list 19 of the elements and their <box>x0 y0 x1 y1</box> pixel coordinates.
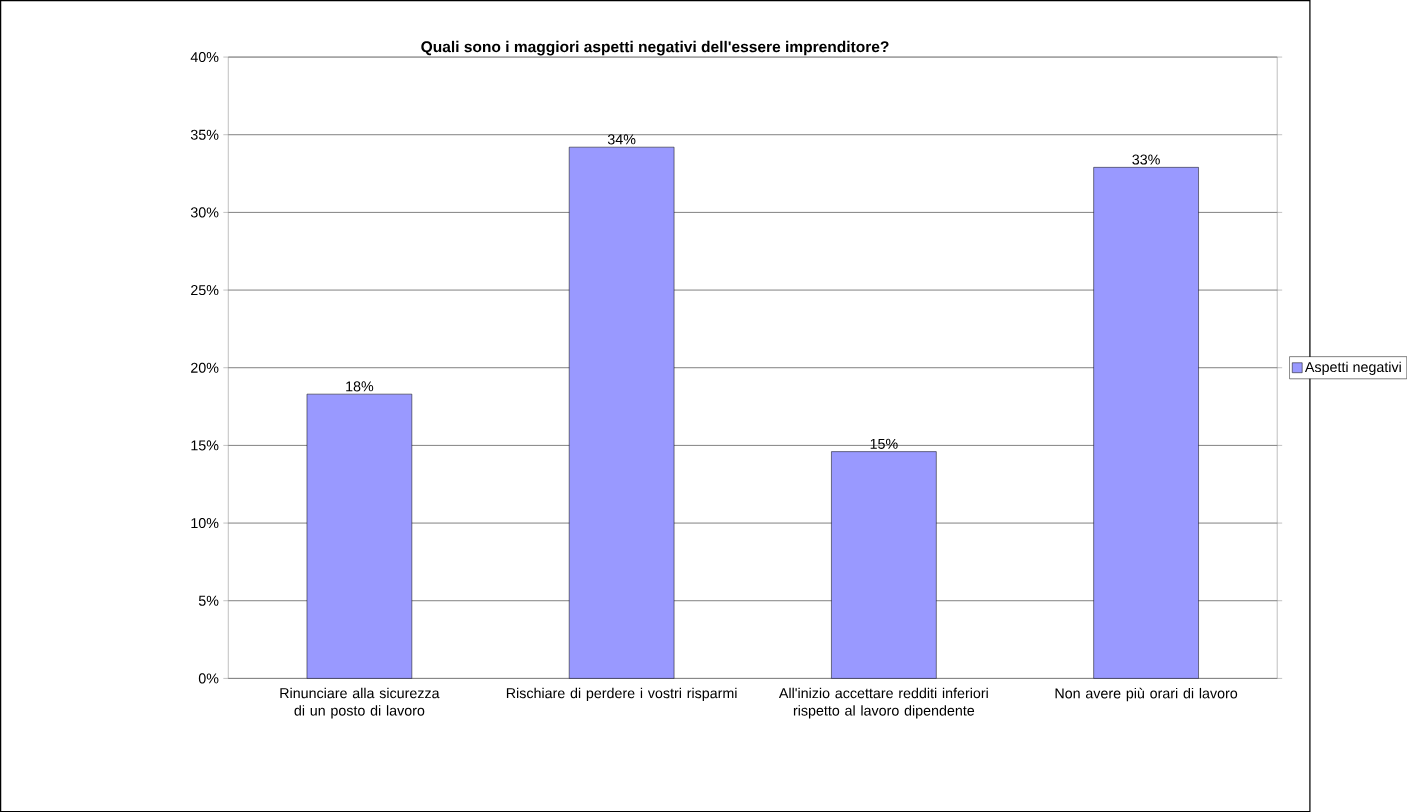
x-tick-label: Rischiare di perdere i vostri risparmi <box>506 687 737 702</box>
data-label: 34% <box>607 134 636 145</box>
y-tick-label: 5% <box>198 595 219 606</box>
y-tick-label: 35% <box>190 129 219 140</box>
y-tick-label: 20% <box>191 362 219 373</box>
data-label: 15% <box>870 438 898 449</box>
chart-title: Quali sono i maggiori aspetti negativi dell'essere imprenditore? <box>421 40 889 56</box>
x-tick-label: Non avere più orari di lavoro <box>1055 687 1238 702</box>
y-tick-label: 30% <box>190 207 219 218</box>
y-tick-label: 25% <box>191 284 219 296</box>
data-label: 33% <box>1132 154 1160 165</box>
y-tick-label: 40% <box>190 51 219 63</box>
x-tick-label: All'inizio accettare redditi inferiori rispetto al lavoro dipendente <box>778 687 988 719</box>
legend-label: Aspetti negativi <box>1304 361 1401 375</box>
data-label: 18% <box>346 381 374 392</box>
x-tick-label: Rinunciare alla sicurezza di un posto di lavoro <box>280 687 440 719</box>
y-tick-label: 10% <box>191 517 219 529</box>
y-tick-label: 0% <box>198 673 219 684</box>
y-tick-label: 15% <box>191 440 219 451</box>
